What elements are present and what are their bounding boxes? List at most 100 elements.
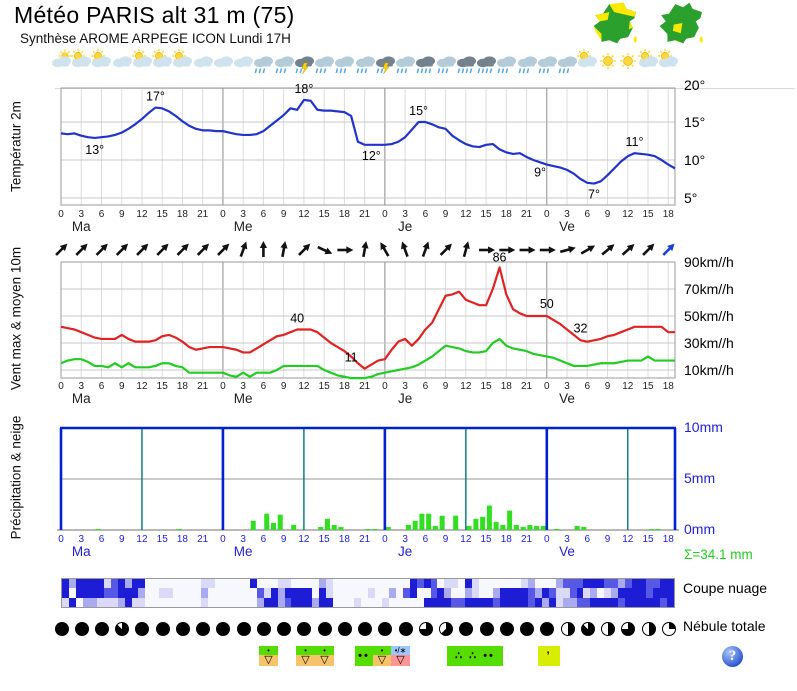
vigilance-map-2[interactable]	[649, 1, 711, 45]
svg-text:6: 6	[585, 209, 591, 220]
nebulosity-symbol	[661, 622, 676, 636]
svg-text:Je: Je	[398, 544, 412, 559]
precip-bar	[405, 524, 411, 530]
svg-text:3: 3	[78, 209, 84, 220]
svg-text:15: 15	[481, 381, 493, 392]
svg-text:9: 9	[281, 534, 287, 545]
cloud-cross-section	[61, 578, 675, 608]
svg-text:3: 3	[402, 209, 408, 220]
svg-text:Me: Me	[234, 219, 253, 234]
wind-arrow-icon	[380, 242, 390, 257]
wind-arrow-icon	[601, 244, 615, 256]
nebulosity-symbol	[520, 622, 535, 636]
precipitation-chart: 0 3 6 9 12 15 18 21 Ma 0 3 6 9 12 15 18 21 Me 0 3 6 9 12 15 18 21…	[57, 419, 753, 562]
nebulosity-symbol	[560, 622, 575, 636]
legend-icon: • ▽	[259, 646, 278, 666]
precip-bar	[176, 528, 182, 530]
svg-text:6: 6	[423, 381, 429, 392]
svg-text:3: 3	[402, 381, 408, 392]
precip-bar	[540, 525, 546, 530]
wind-annotation: 32	[574, 321, 588, 335]
svg-text:3: 3	[564, 209, 570, 220]
precip-bar	[95, 528, 101, 530]
temp-annotation: 18°	[294, 82, 313, 96]
precip-bar	[291, 524, 297, 530]
wind-line-vent-max	[60, 266, 675, 370]
weather-icon-sun-cloud	[151, 48, 173, 78]
temp-annotation: 12°	[362, 149, 381, 163]
weather-icon-heavy-rain	[475, 48, 497, 78]
wind-chart: 40 11 86 50 32 90km//h 70km//h 50km//h 30km//h 10…	[58, 250, 734, 406]
svg-text:18: 18	[177, 534, 189, 545]
nebulosity-symbol	[459, 622, 474, 636]
nebulosity-symbol	[418, 622, 433, 636]
temperature-axis-label: Températur 2m	[8, 101, 24, 192]
svg-text:Me: Me	[234, 391, 253, 406]
wind-line-vent-moyen	[60, 337, 675, 380]
weather-icon-rain	[536, 48, 558, 78]
nebulosity-symbol	[580, 622, 595, 636]
svg-text:18: 18	[177, 209, 189, 220]
svg-text:6: 6	[585, 534, 591, 545]
svg-text:18: 18	[663, 534, 675, 545]
svg-text:12: 12	[622, 209, 634, 220]
weather-icon-sun	[617, 48, 639, 78]
nebulosity-symbol	[641, 622, 656, 636]
precip-bar	[507, 510, 513, 530]
wind-arrow-icon	[642, 243, 655, 256]
precip-bar	[426, 513, 432, 530]
nebulosity-symbol	[378, 622, 393, 636]
svg-text:12: 12	[622, 381, 634, 392]
wind-annotation: 86	[493, 250, 507, 264]
wind-ytick: 10km//h	[684, 362, 734, 378]
svg-text:3: 3	[78, 534, 84, 545]
nebulosity-symbol	[256, 622, 271, 636]
precip-bar	[385, 526, 391, 530]
nebulosity-symbol	[54, 622, 69, 636]
svg-text:15: 15	[481, 534, 493, 545]
weather-icon-heavy-rain	[455, 48, 477, 78]
svg-text:0: 0	[58, 381, 64, 392]
wind-ytick: 30km//h	[684, 335, 734, 351]
weather-icon-sun-cloud	[657, 48, 679, 78]
precip-bar	[412, 520, 418, 530]
svg-text:15: 15	[157, 381, 169, 392]
nebulosity-symbol	[175, 622, 190, 636]
precip-bar	[473, 518, 479, 530]
wind-ytick: 50km//h	[684, 308, 734, 324]
precip-bar	[453, 515, 459, 530]
wind-arrow-icon	[401, 241, 409, 258]
nebulosity-symbol	[216, 622, 231, 636]
wind-arrow-icon	[499, 246, 516, 254]
wind-arrow-icon	[479, 246, 496, 254]
legend-icon: •• • ▽ •/∗ ▽	[355, 646, 410, 666]
svg-text:9: 9	[443, 209, 449, 220]
svg-text:Ve: Ve	[559, 544, 575, 559]
svg-text:6: 6	[261, 209, 267, 220]
svg-text:6: 6	[99, 209, 105, 220]
svg-text:0: 0	[544, 534, 550, 545]
svg-text:9: 9	[443, 381, 449, 392]
temperature-chart: 13° 17° 18° 12° 15° 9° 7° 11° 20° 15° 10° 5° 0 3 6 9 12 1…	[58, 77, 705, 234]
svg-text:0: 0	[220, 534, 226, 545]
temp-annotation: 15°	[409, 104, 428, 118]
svg-text:15: 15	[481, 209, 493, 220]
vigilance-map-1[interactable]	[583, 1, 645, 45]
precip-bar	[318, 526, 324, 530]
svg-text:21: 21	[197, 534, 209, 545]
precip-bar	[493, 521, 499, 530]
svg-text:12: 12	[460, 209, 472, 220]
help-icon[interactable]: ?	[722, 646, 743, 667]
nebulosity-symbol	[601, 622, 616, 636]
svg-text:Ma: Ma	[72, 544, 91, 559]
wind-ytick: 70km//h	[684, 281, 734, 297]
svg-text:15: 15	[157, 534, 169, 545]
wind-arrow-icon	[259, 241, 268, 257]
precip-bar	[432, 525, 438, 530]
precip-bar	[277, 514, 283, 530]
wind-arrow-icon	[95, 243, 108, 256]
svg-text:21: 21	[359, 534, 371, 545]
svg-text:0: 0	[58, 209, 64, 220]
precip-bar	[264, 513, 270, 530]
svg-text:12: 12	[298, 209, 310, 220]
